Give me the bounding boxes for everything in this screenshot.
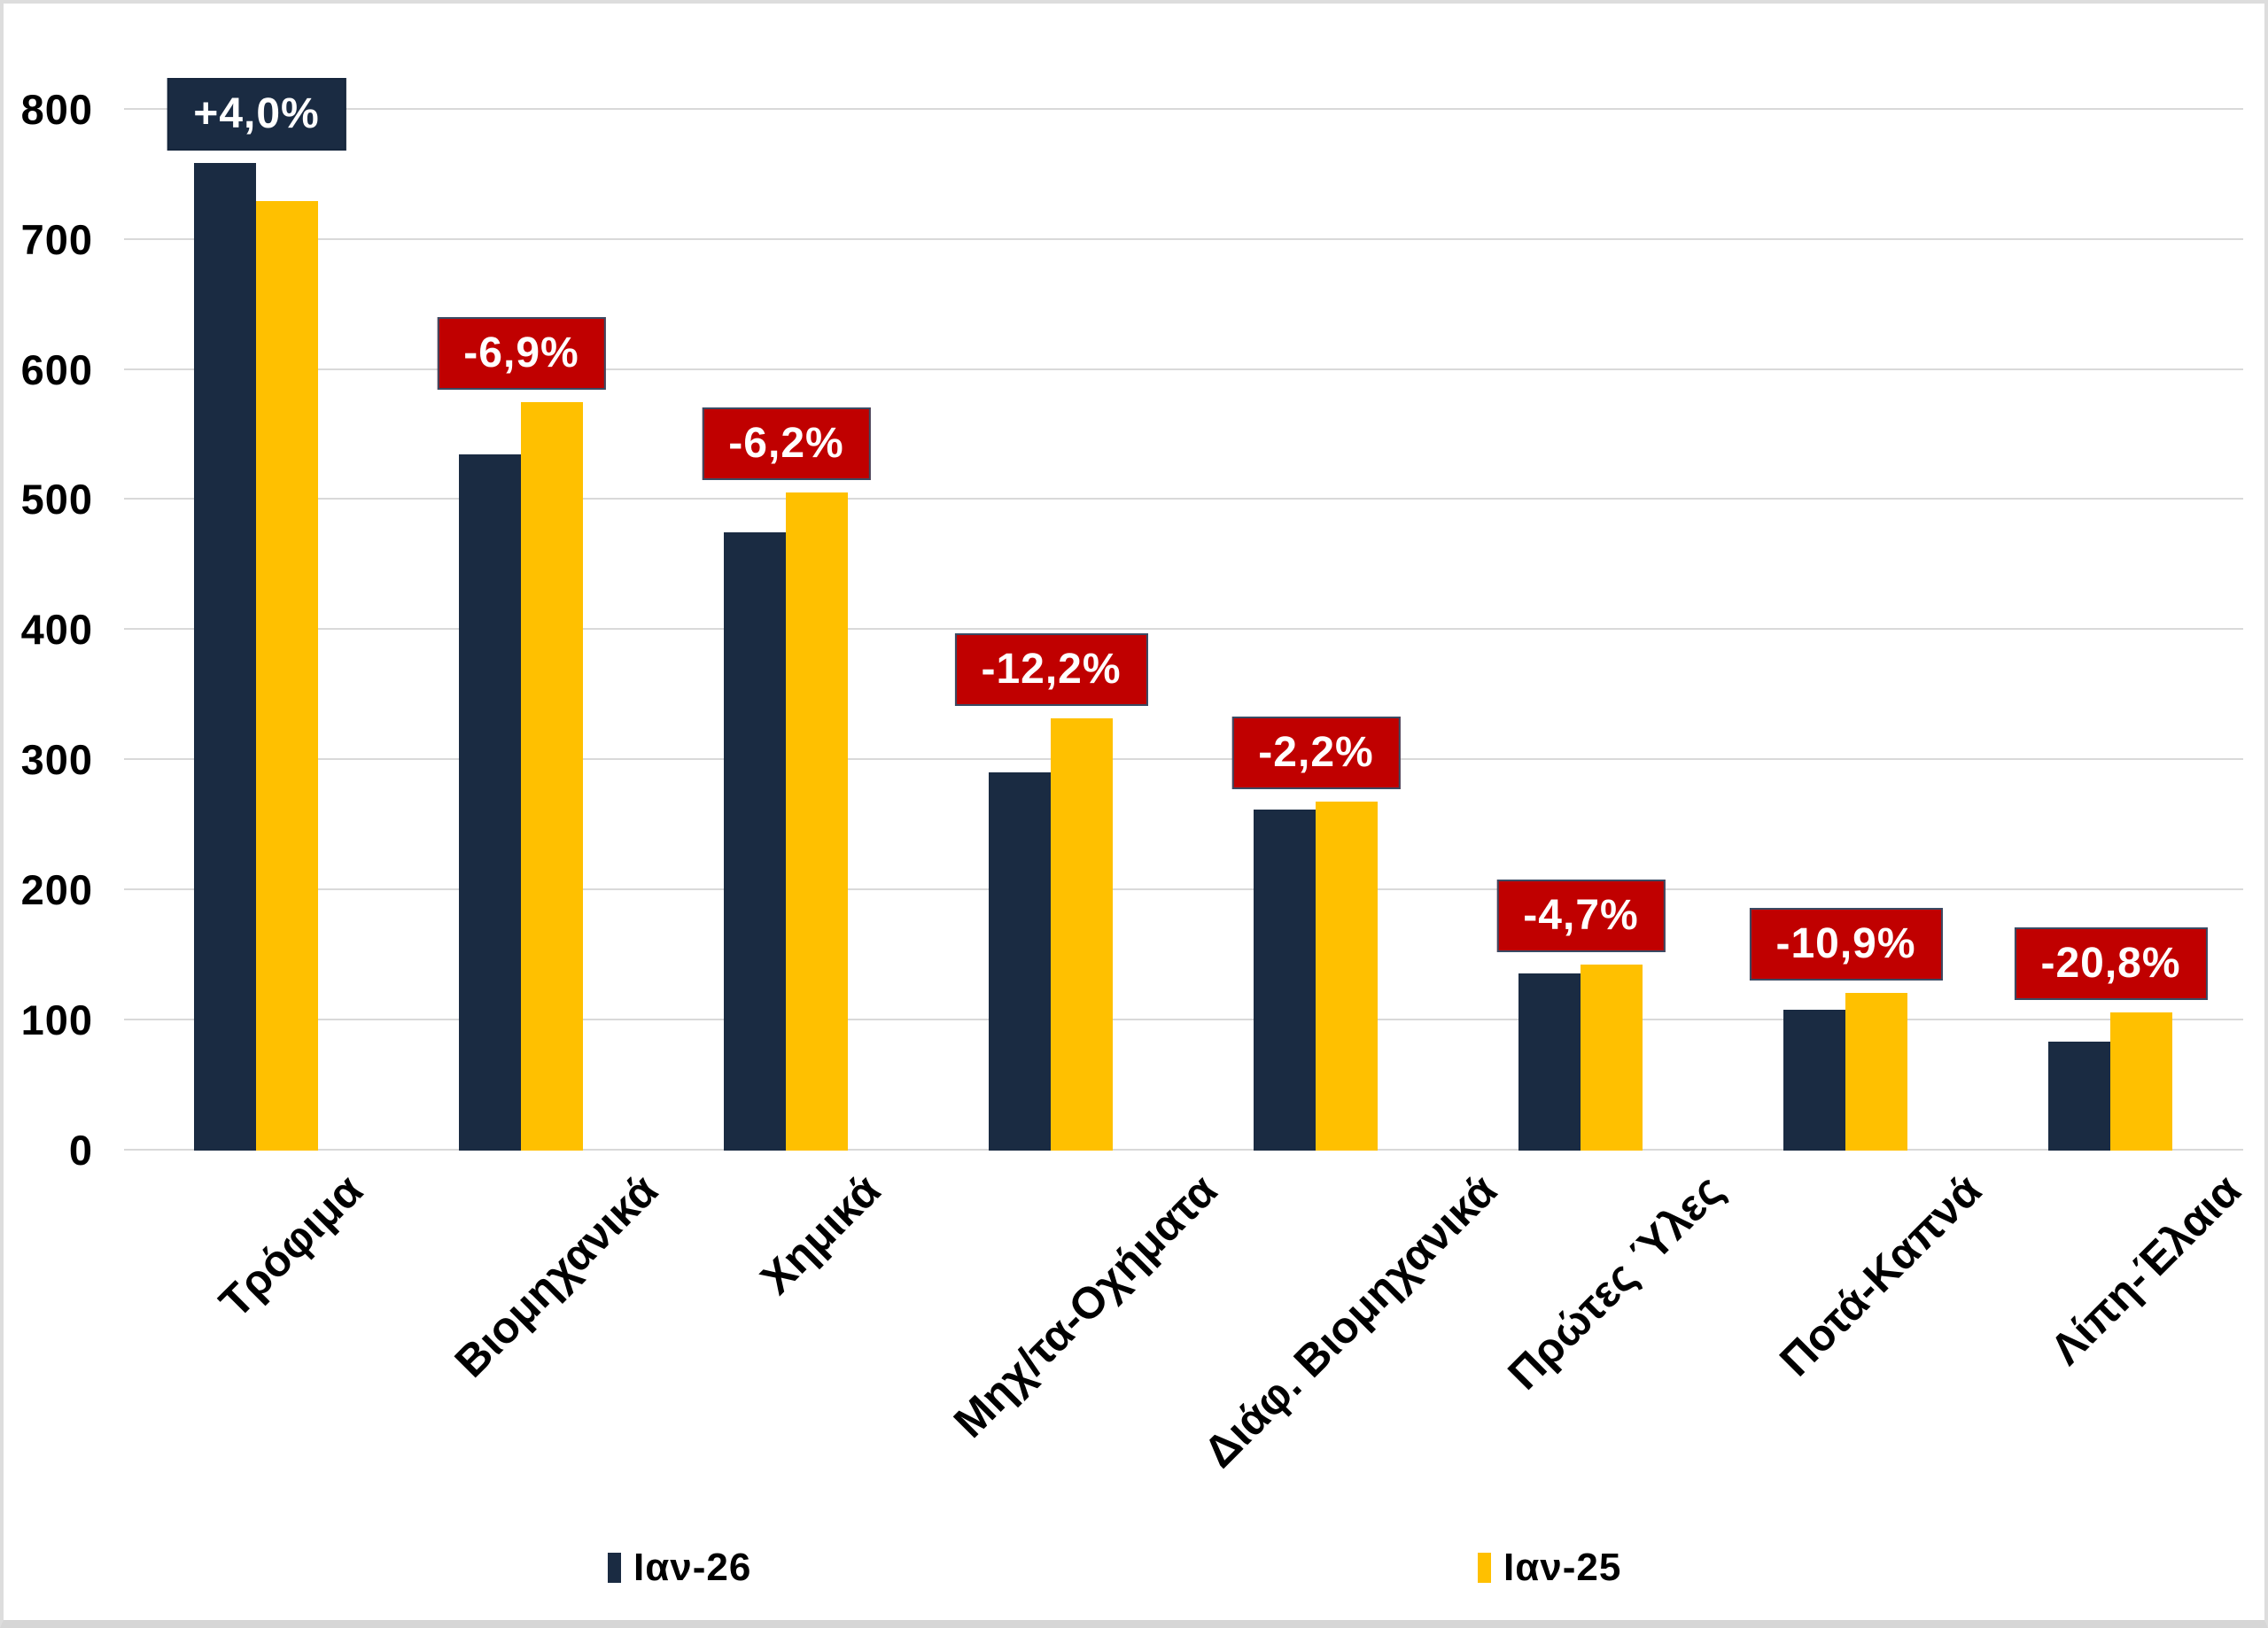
x-axis-category-labels: Τρόφιμα Βιομηχανικά Χημικά Μηχ/τα-Οχήματα Δι… xyxy=(124,1157,2250,1582)
change-label-7: -10,9% xyxy=(1749,908,1943,981)
change-label-1: +4,0% xyxy=(167,77,346,151)
legend-swatch-ian-25 xyxy=(1478,1553,1491,1583)
bar-ian25-4 xyxy=(1050,718,1113,1151)
legend-label-ian-25: Ιαν-25 xyxy=(1503,1546,1622,1589)
y-tick-label-700: 700 xyxy=(20,215,93,263)
change-label-6: -4,7% xyxy=(1496,879,1666,952)
bar-ian25-2 xyxy=(520,402,583,1151)
y-tick-label-500: 500 xyxy=(20,476,93,523)
bar-ian25-3 xyxy=(785,492,848,1151)
legend-item-ian-25: Ιαν-25 xyxy=(1478,1548,1621,1587)
y-tick-label-100: 100 xyxy=(20,996,93,1044)
bar-ian25-1 xyxy=(255,200,318,1151)
category-label-5: Διάφ. Βιομηχανικά xyxy=(1194,1165,1507,1477)
gridline-400 xyxy=(124,628,2243,631)
y-tick-label-200: 200 xyxy=(20,866,93,914)
gridline-0 xyxy=(124,1149,2243,1151)
gridline-500 xyxy=(124,498,2243,500)
change-label-8: -20,8% xyxy=(2014,927,2208,1001)
category-label-4: Μηχ/τα-Οχήματα xyxy=(944,1165,1227,1447)
bar-ian26-4 xyxy=(988,771,1051,1151)
bar-ian26-3 xyxy=(723,532,786,1151)
legend-swatch-ian-26 xyxy=(608,1553,621,1583)
gridline-200 xyxy=(124,888,2243,891)
change-label-4: -12,2% xyxy=(954,633,1148,707)
y-tick-label-400: 400 xyxy=(20,606,93,654)
change-label-2: -6,9% xyxy=(437,317,606,391)
category-label-1: Τρόφιμα xyxy=(209,1165,372,1328)
bar-ian26-1 xyxy=(193,162,256,1151)
gridline-300 xyxy=(124,758,2243,761)
y-tick-label-800: 800 xyxy=(20,85,93,133)
gridline-700 xyxy=(124,237,2243,240)
bar-ian25-6 xyxy=(1580,964,1643,1151)
gridline-800 xyxy=(124,107,2243,110)
legend-item-ian-26: Ιαν-26 xyxy=(608,1548,751,1587)
category-label-8: Λίπη-Έλαια xyxy=(2040,1165,2250,1375)
legend-label-ian-26: Ιαν-26 xyxy=(633,1546,752,1589)
bar-ian25-5 xyxy=(1315,802,1378,1151)
y-tick-label-300: 300 xyxy=(20,736,93,784)
bar-ian26-2 xyxy=(458,454,521,1151)
change-label-3: -6,2% xyxy=(702,407,871,480)
bar-ian26-5 xyxy=(1253,810,1316,1151)
bar-ian25-8 xyxy=(2109,1012,2172,1151)
plot-area: +4,0% -6,9% -6,2% -12,2% -2,2% -4,7% -10,9% -20… xyxy=(124,35,2243,1151)
category-label-3: Χημικά xyxy=(751,1165,890,1304)
y-tick-label-600: 600 xyxy=(20,345,93,393)
change-label-5: -2,2% xyxy=(1231,717,1401,790)
gridline-600 xyxy=(124,368,2243,370)
bar-ian26-8 xyxy=(2047,1041,2110,1151)
category-label-2: Βιομηχανικά xyxy=(445,1165,667,1387)
bar-ian26-6 xyxy=(1518,973,1581,1151)
category-label-6: Πρώτες Ύλες xyxy=(1498,1165,1733,1399)
bar-ian26-7 xyxy=(1783,1010,1845,1151)
bar-ian25-7 xyxy=(1845,993,1907,1151)
y-tick-label-0: 0 xyxy=(68,1127,93,1174)
gridline-100 xyxy=(124,1019,2243,1021)
category-label-7: Ποτά-Καπνά xyxy=(1769,1165,1991,1386)
